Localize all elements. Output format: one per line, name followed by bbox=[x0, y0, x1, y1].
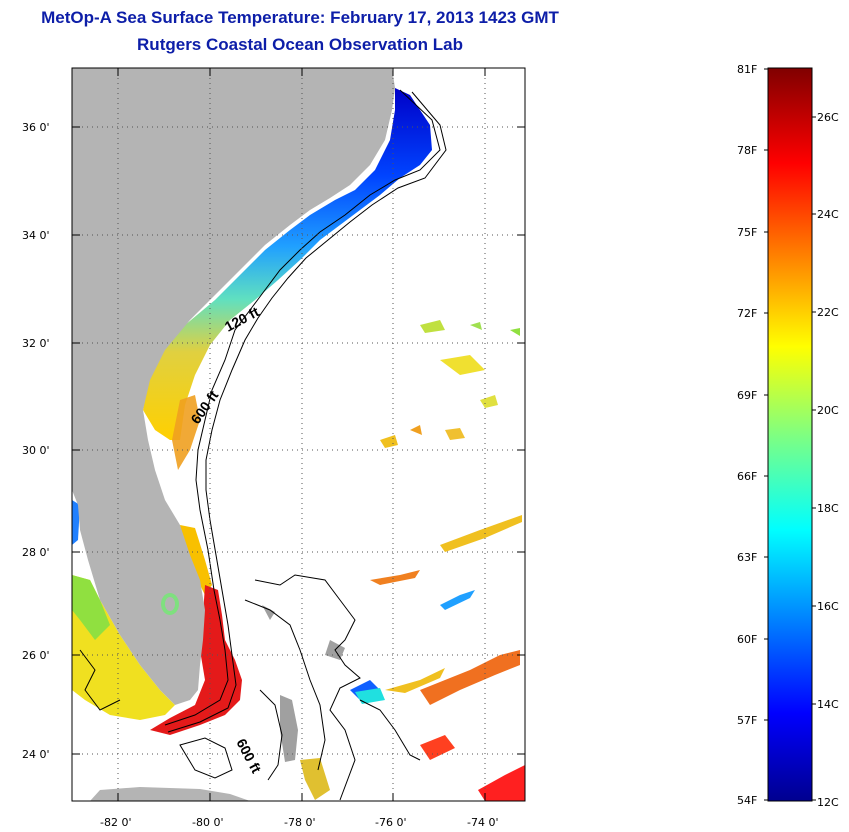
bathymetry-contours bbox=[79, 89, 447, 801]
lon-label-76: -76 0' bbox=[375, 816, 407, 829]
cbar-f-75: 75F bbox=[737, 226, 757, 239]
cbar-c-16: 16C bbox=[817, 600, 839, 613]
map-title: MetOp-A Sea Surface Temperature: Februar… bbox=[41, 8, 559, 27]
colorbar-c-labels: 26C 24C 22C 20C 18C 16C 14C 12C bbox=[817, 111, 839, 809]
cbar-f-57: 57F bbox=[737, 714, 757, 727]
cbar-f-54: 54F bbox=[737, 794, 757, 807]
longitude-labels: -82 0' -80 0' -78 0' -76 0' -74 0' bbox=[100, 816, 499, 829]
cbar-f-69: 69F bbox=[737, 389, 757, 402]
sst-gulf-green bbox=[72, 575, 110, 640]
colorbar-gradient bbox=[767, 67, 813, 802]
map-subtitle: Rutgers Coastal Ocean Observation Lab bbox=[137, 35, 463, 54]
lon-label-80: -80 0' bbox=[192, 816, 224, 829]
colorbar-f-labels: 81F 78F 75F 72F 69F 66F 63F 60F 57F 54F bbox=[737, 63, 757, 807]
sst-gulf-stream bbox=[150, 585, 242, 735]
lat-label-34: 34 0' bbox=[22, 229, 50, 242]
lon-label-78: -78 0' bbox=[284, 816, 316, 829]
map-panel: 120 ft 600 ft 600 ft bbox=[72, 68, 525, 801]
cbar-f-72: 72F bbox=[737, 307, 757, 320]
lat-label-30: 30 0' bbox=[22, 444, 50, 457]
lon-label-82: -82 0' bbox=[100, 816, 132, 829]
land-bahamas bbox=[262, 605, 345, 762]
lat-label-28: 28 0' bbox=[22, 546, 50, 559]
colorbar-ticks bbox=[764, 68, 816, 801]
map-ticks bbox=[72, 68, 525, 801]
lat-label-36: 36 0' bbox=[22, 121, 50, 134]
cbar-f-60: 60F bbox=[737, 633, 757, 646]
cbar-c-12: 12C bbox=[817, 796, 839, 809]
lon-label-74: -74 0' bbox=[467, 816, 499, 829]
latitude-labels: 36 0' 34 0' 32 0' 30 0' 28 0' 26 0' 24 0… bbox=[22, 121, 50, 761]
cbar-c-14: 14C bbox=[817, 698, 839, 711]
land-us-east-coast bbox=[72, 68, 395, 705]
cbar-f-78: 78F bbox=[737, 144, 757, 157]
cbar-f-63: 63F bbox=[737, 551, 757, 564]
cbar-c-20: 20C bbox=[817, 404, 839, 417]
lat-label-24: 24 0' bbox=[22, 748, 50, 761]
cbar-c-24: 24C bbox=[817, 208, 839, 221]
cbar-c-26: 26C bbox=[817, 111, 839, 124]
map-border bbox=[71, 67, 526, 802]
sst-florida-east bbox=[180, 525, 212, 595]
sst-patch-orange bbox=[172, 395, 200, 470]
cbar-c-22: 22C bbox=[817, 306, 839, 319]
cbar-f-81: 81F bbox=[737, 63, 757, 76]
sst-scatter bbox=[300, 320, 525, 801]
lat-label-32: 32 0' bbox=[22, 337, 50, 350]
cbar-c-18: 18C bbox=[817, 502, 839, 515]
sst-gulf-blue bbox=[72, 500, 80, 545]
sst-coastal-band bbox=[143, 88, 432, 440]
colorbar: 81F 78F 75F 72F 69F 66F 63F 60F 57F 54F … bbox=[737, 63, 839, 809]
lat-label-26: 26 0' bbox=[22, 649, 50, 662]
graticule bbox=[72, 68, 525, 801]
cbar-f-66: 66F bbox=[737, 470, 757, 483]
